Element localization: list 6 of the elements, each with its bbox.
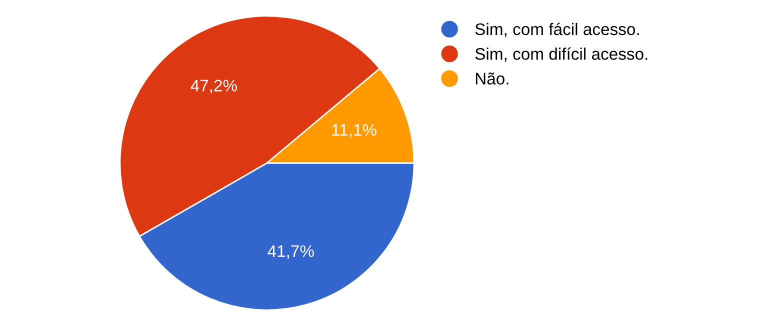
data-label: 47,2% [190,80,238,94]
data-label: 11,1% [332,124,376,138]
legend-label: Sim, com fácil acesso. [475,22,639,38]
data-label: 41,7% [268,245,314,259]
legend-label: Sim, com difícil acesso. [475,47,648,62]
legend-label: Não. [476,72,508,85]
